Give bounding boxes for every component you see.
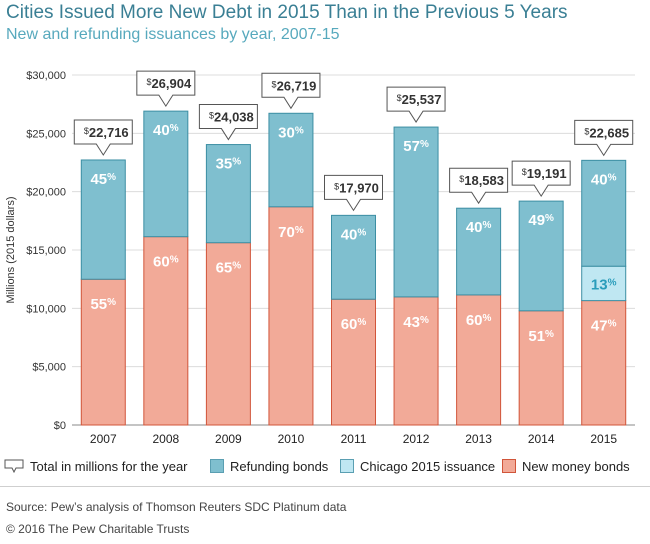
bar-refunding xyxy=(393,126,439,298)
y-tick-label: $20,000 xyxy=(26,187,66,199)
x-tick-label: 2015 xyxy=(590,432,617,446)
chicago-swatch xyxy=(340,459,354,473)
bar-refunding xyxy=(518,200,564,312)
bar-refunding xyxy=(80,159,126,280)
total-callout xyxy=(386,86,446,123)
total-label: $22,685 xyxy=(584,125,629,140)
total-callout xyxy=(198,104,258,141)
bar-refunding xyxy=(268,112,314,208)
total-label: $22,716 xyxy=(84,125,129,140)
callout-icon xyxy=(4,459,24,473)
total-label: $18,583 xyxy=(459,173,504,188)
chart-title: Cities Issued More New Debt in 2015 Than… xyxy=(6,2,568,23)
refunding-swatch xyxy=(210,459,224,473)
divider xyxy=(0,486,650,487)
bar-refunding xyxy=(581,159,627,267)
bar-new-money xyxy=(518,310,564,426)
total-callout xyxy=(261,72,321,110)
bar-new-money xyxy=(268,206,314,426)
chart-subtitle: New and refunding issuances by year, 200… xyxy=(6,26,340,43)
new-money-swatch xyxy=(502,459,516,473)
y-tick-label: $0 xyxy=(54,420,66,432)
y-tick-label: $10,000 xyxy=(26,303,66,315)
bar-refunding xyxy=(205,144,251,244)
legend-chicago: Chicago 2015 issuance xyxy=(340,456,495,476)
y-tick-label: $15,000 xyxy=(26,245,66,257)
y-tick-label: $25,000 xyxy=(26,128,66,140)
bar-new-money xyxy=(80,278,126,426)
total-callout xyxy=(73,119,133,156)
x-tick-label: 2007 xyxy=(90,432,117,446)
bar-new-money xyxy=(331,298,376,426)
legend-total: Total in millions for the year xyxy=(4,456,188,476)
total-callout xyxy=(449,167,509,205)
legend-refunding-label: Refunding bonds xyxy=(230,458,329,474)
legend-total-label: Total in millions for the year xyxy=(30,458,188,474)
legend-chicago-label: Chicago 2015 issuance xyxy=(360,458,496,474)
legend-new-money: New money bonds xyxy=(502,456,630,476)
copyright: © 2016 The Pew Charitable Trusts xyxy=(6,522,190,536)
bar-refunding xyxy=(331,214,376,300)
legend-new-money-label: New money bonds xyxy=(522,458,630,474)
total-label: $26,904 xyxy=(146,76,192,91)
x-tick-label: 2014 xyxy=(528,432,555,446)
x-tick-label: 2009 xyxy=(215,432,242,446)
total-label: $19,191 xyxy=(522,166,567,181)
total-label: $25,537 xyxy=(397,92,442,107)
y-tick-label: $5,000 xyxy=(32,362,66,374)
x-tick-label: 2011 xyxy=(341,432,367,446)
total-label: $17,970 xyxy=(334,180,379,195)
total-callout xyxy=(511,160,571,198)
y-axis-label: Millions (2015 dollars) xyxy=(5,197,17,304)
x-tick-label: 2010 xyxy=(278,432,305,446)
y-tick-label: $30,000 xyxy=(26,70,66,82)
bar-chicago xyxy=(581,265,627,302)
x-tick-label: 2008 xyxy=(152,432,179,446)
x-tick-label: 2012 xyxy=(403,432,430,446)
stacked-bar-chart: $0 $5,000 $10,000 $15,000 $20,000 $25,000 $30,… xyxy=(5,70,635,446)
legend: Total in millions for the year Refunding… xyxy=(4,456,650,478)
bar-refunding xyxy=(456,207,502,296)
bar-new-money xyxy=(205,242,251,426)
total-callout xyxy=(136,70,196,108)
legend-refunding: Refunding bonds xyxy=(210,456,328,476)
total-label: $24,038 xyxy=(209,110,254,125)
total-callout xyxy=(574,119,634,157)
x-tick-label: 2013 xyxy=(465,432,492,446)
total-label: $26,719 xyxy=(272,78,317,93)
total-callout xyxy=(324,174,383,212)
bar-refunding xyxy=(143,110,189,238)
bar-new-money xyxy=(456,294,502,426)
source-note: Source: Pew’s analysis of Thomson Reuter… xyxy=(6,500,347,514)
